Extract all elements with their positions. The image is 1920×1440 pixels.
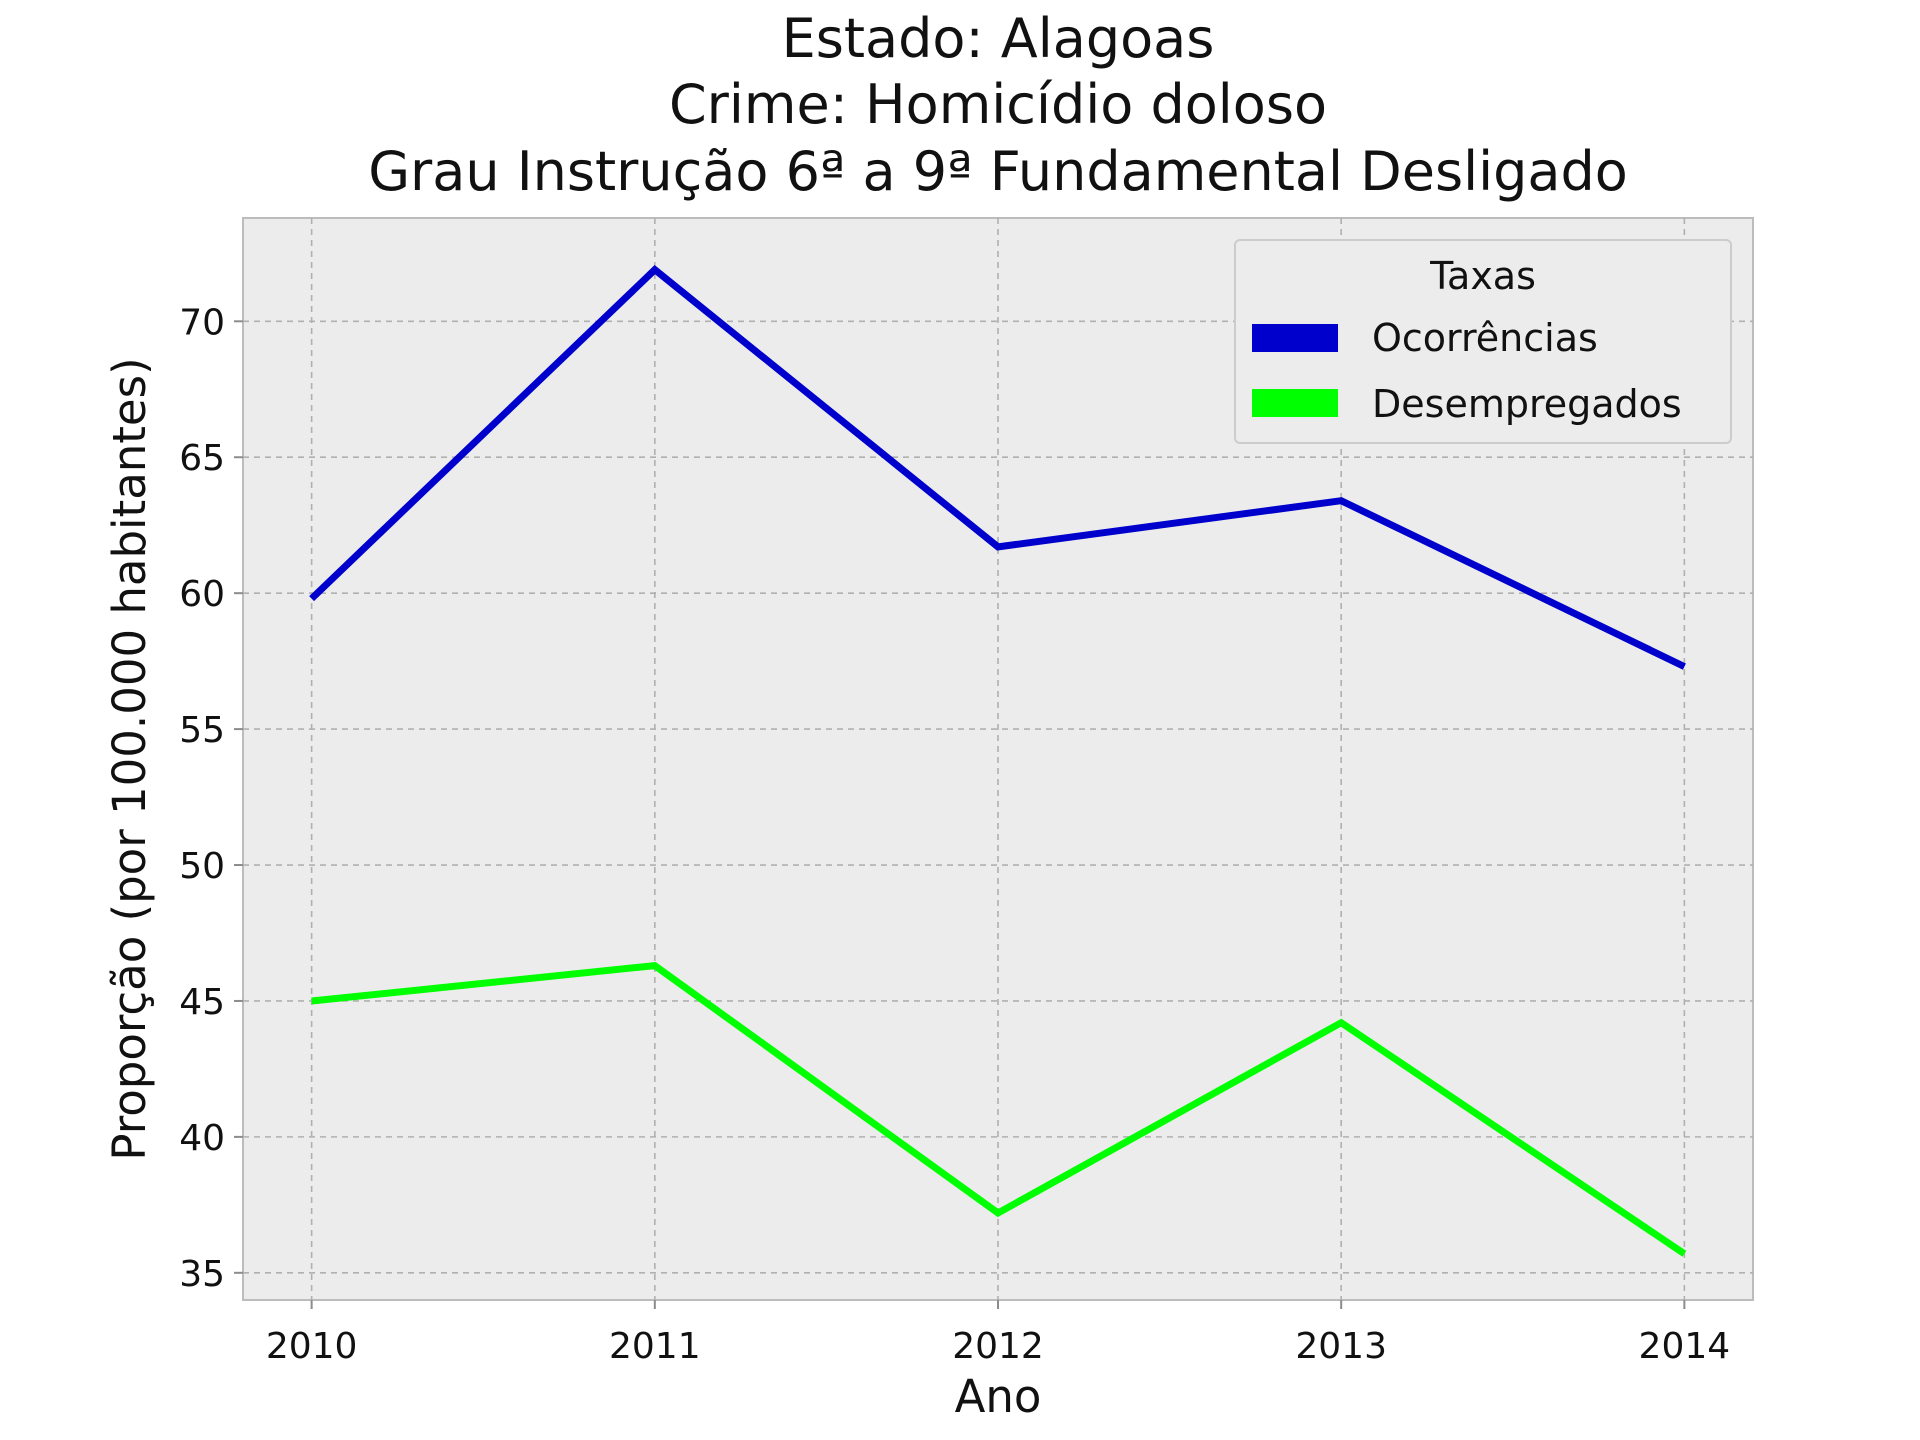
y-tick-label: 35 [179,1254,225,1295]
y-tick-label: 40 [179,1118,225,1159]
axis-ticks: 2010 2011 2012 2013 2014 35 40 45 50 55 60 65 70 [179,302,1730,1367]
chart-title-line-3: Grau Instrução 6ª a 9ª Fundamental Desli… [368,140,1628,203]
y-tick-label: 60 [179,574,225,615]
series-line-ocorrencias [309,265,1686,670]
chart-title-line-2: Crime: Homicídio doloso [669,73,1327,136]
y-axis-label: Proporção (por 100.000 habitantes) [103,357,156,1160]
legend-box [1234,239,1732,444]
y-tick-label: 45 [179,982,225,1023]
legend-swatch-desempregados [1252,389,1338,417]
x-tick-label: 2014 [1639,1326,1731,1367]
y-tick-label: 55 [179,710,225,751]
y-tick-label: 70 [179,302,225,343]
legend-swatch-ocorrencias [1252,324,1338,352]
legend: Taxas Ocorrências Desempregados [1234,239,1732,444]
x-axis-label: Ano [955,1370,1042,1423]
x-tick-label: 2012 [952,1326,1044,1367]
y-tick-label: 65 [179,438,225,479]
legend-label-desempregados: Desempregados [1372,382,1682,426]
x-tick-label: 2010 [266,1326,358,1367]
x-tick-label: 2011 [609,1326,701,1367]
series-line-desempregados [311,961,1687,1257]
legend-label-ocorrencias: Ocorrências [1372,316,1598,360]
legend-title: Taxas [1429,254,1536,298]
x-tick-label: 2013 [1295,1326,1387,1367]
chart-title-line-1: Estado: Alagoas [782,7,1215,70]
y-tick-label: 50 [179,846,225,887]
series-lines [309,265,1687,1257]
